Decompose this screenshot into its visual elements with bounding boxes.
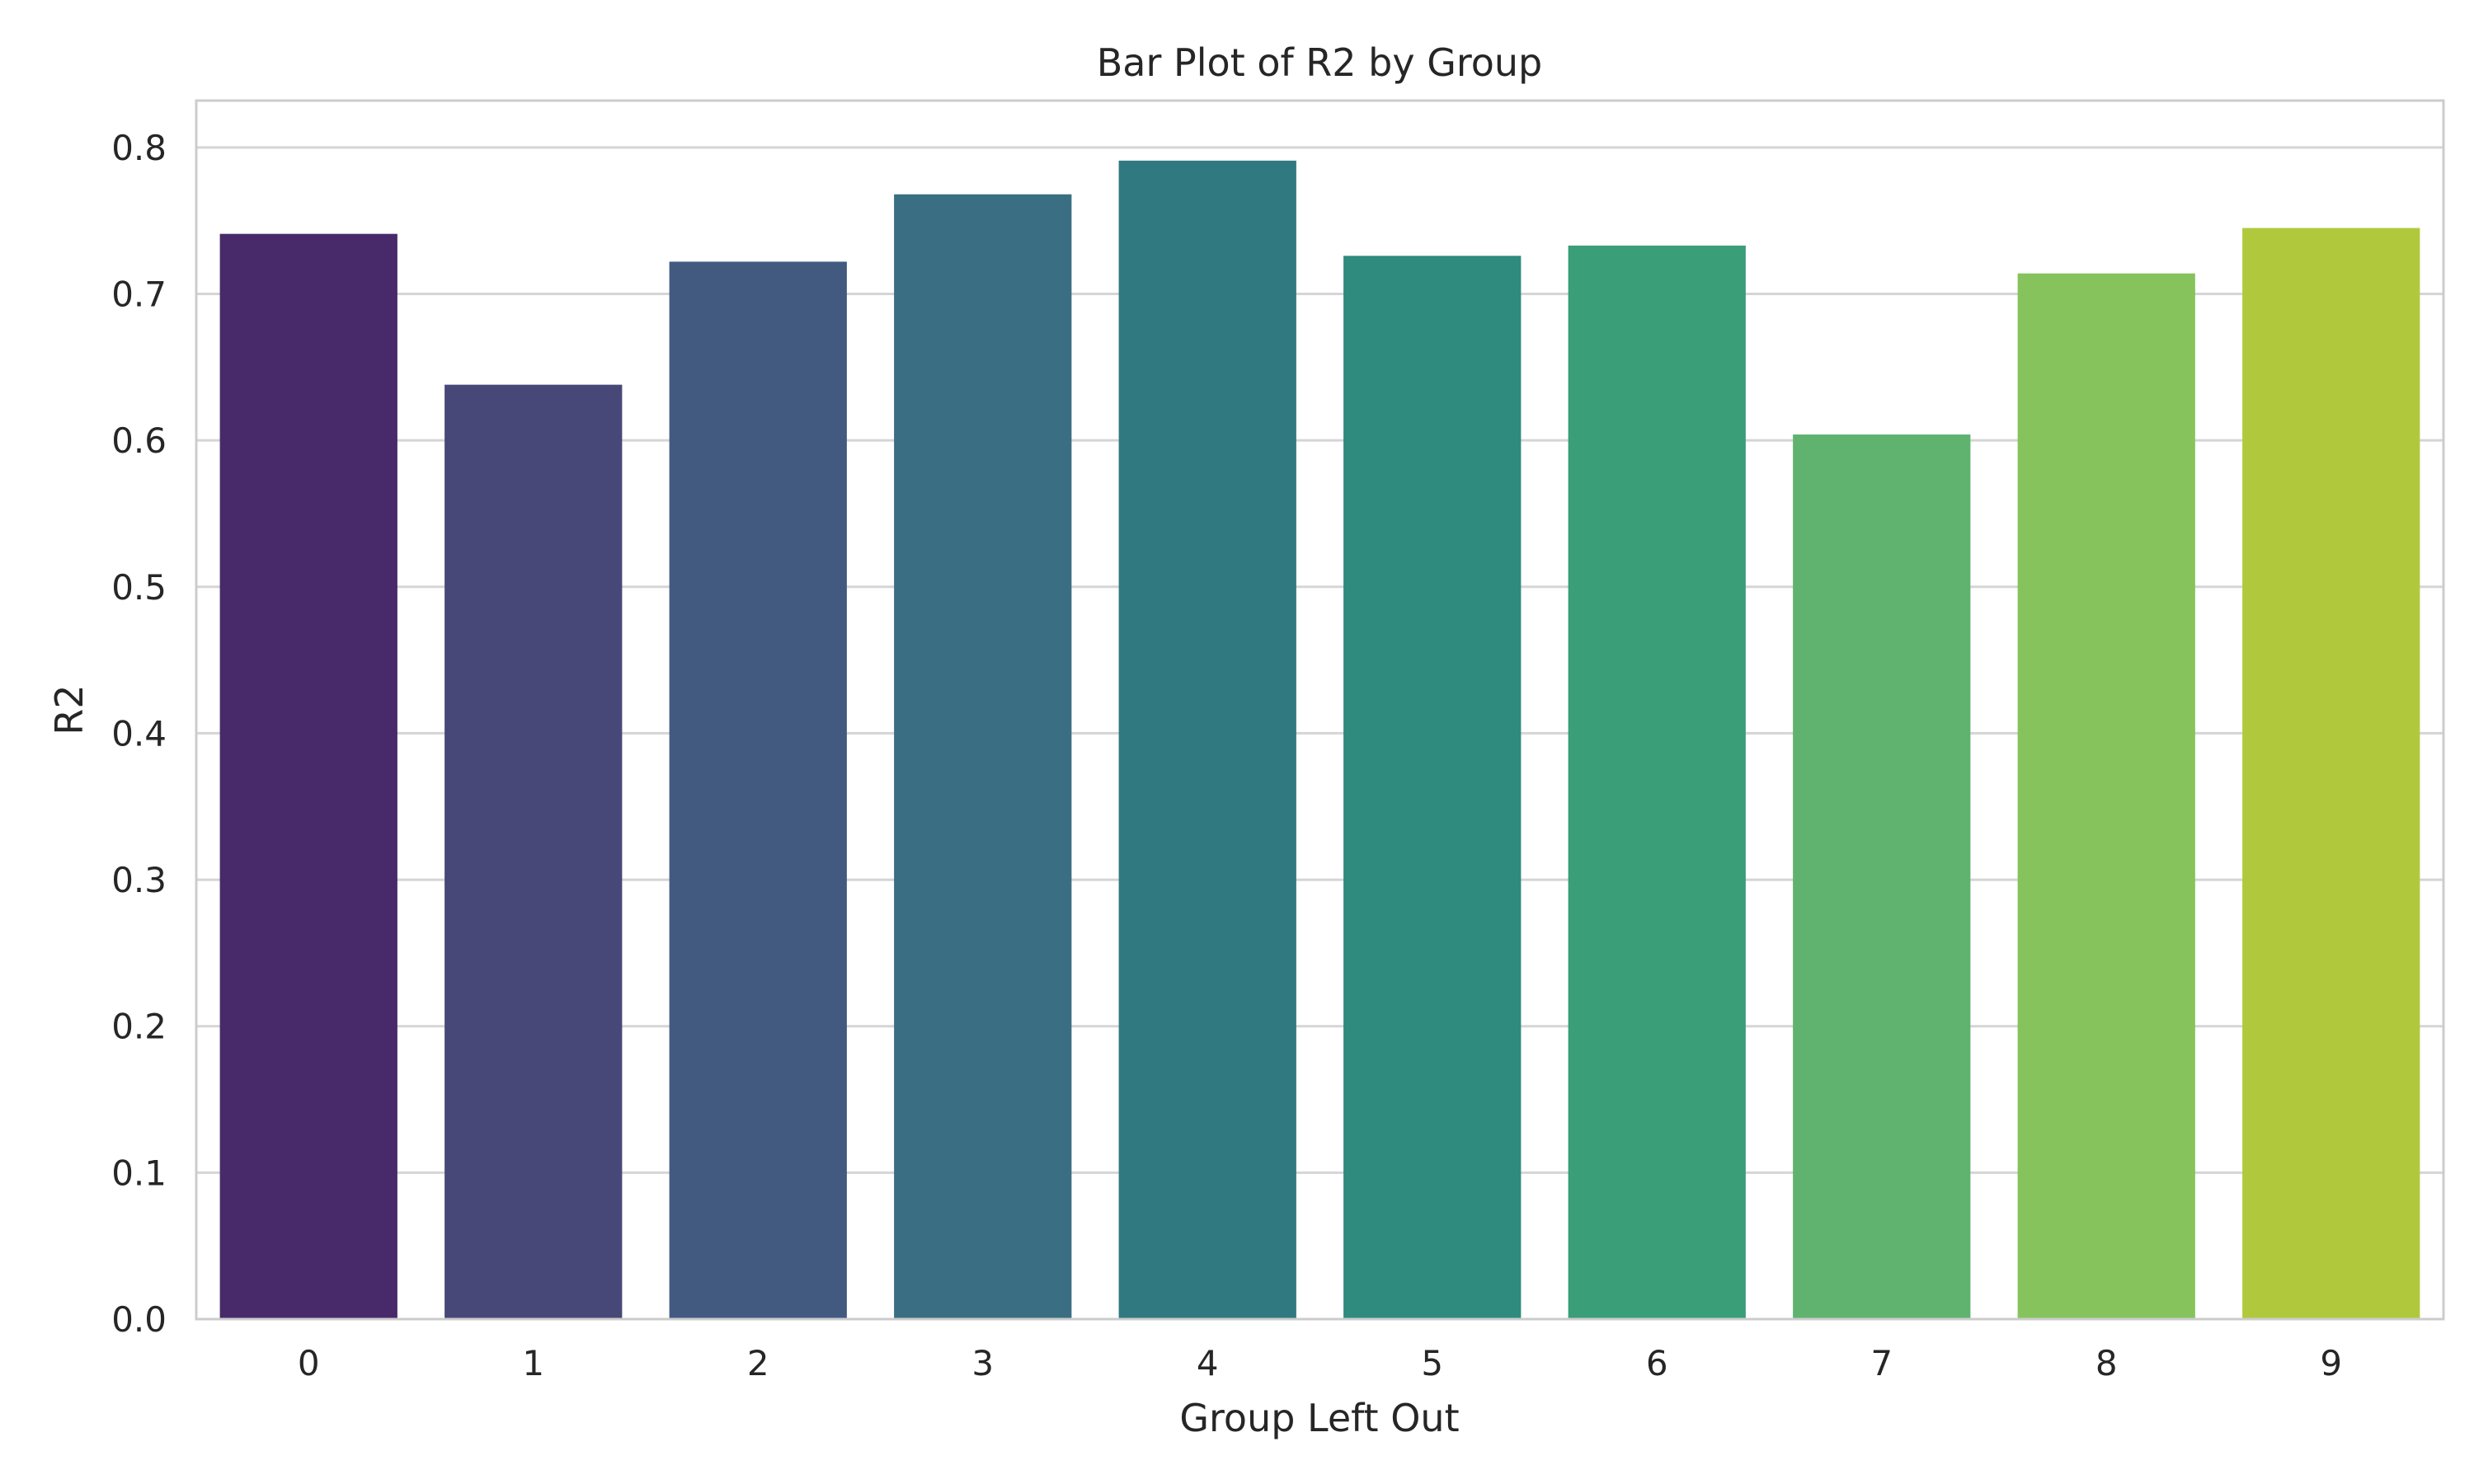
x-tick-label: 6 <box>1646 1343 1668 1383</box>
y-tick-label: 0.7 <box>111 274 167 314</box>
y-tick-label: 0.0 <box>111 1299 167 1340</box>
x-tick-label: 2 <box>747 1343 769 1383</box>
bar-group-6 <box>1568 245 1746 1319</box>
y-axis-ticks: 0.0 0.1 0.2 0.3 0.4 0.5 0.6 0.7 0.8 <box>111 128 167 1340</box>
y-tick-label: 0.1 <box>111 1153 167 1193</box>
chart-title: Bar Plot of R2 by Group <box>1097 40 1543 85</box>
x-axis-ticks: 0 1 2 3 4 5 6 7 8 9 <box>298 1343 2342 1383</box>
y-tick-label: 0.5 <box>111 567 167 608</box>
x-axis-title: Group Left Out <box>1179 1396 1459 1440</box>
bar-group-5 <box>1343 256 1522 1320</box>
x-tick-label: 1 <box>522 1343 544 1383</box>
y-tick-label: 0.2 <box>111 1007 167 1047</box>
bar-group-0 <box>219 233 397 1319</box>
x-tick-label: 4 <box>1197 1343 1219 1383</box>
x-tick-label: 3 <box>971 1343 994 1383</box>
bar-group-9 <box>2242 228 2420 1319</box>
y-axis-title: R2 <box>47 684 92 735</box>
bar-group-4 <box>1118 160 1296 1320</box>
plot-frame <box>195 99 2445 1321</box>
bar-group-7 <box>1793 434 1971 1320</box>
y-tick-label: 0.8 <box>111 128 167 168</box>
x-tick-label: 7 <box>1870 1343 1893 1383</box>
y-tick-label: 0.4 <box>111 713 167 754</box>
bar-group-2 <box>669 261 847 1319</box>
x-tick-label: 9 <box>2320 1343 2342 1383</box>
y-tick-label: 0.6 <box>111 420 167 461</box>
x-tick-label: 8 <box>2095 1343 2118 1383</box>
x-tick-label: 0 <box>298 1343 320 1383</box>
bars-layer <box>219 160 2420 1320</box>
bar-group-1 <box>444 384 623 1319</box>
bar-group-8 <box>2017 273 2195 1320</box>
x-tick-label: 5 <box>1421 1343 1443 1383</box>
bar-group-3 <box>894 194 1072 1320</box>
y-tick-label: 0.3 <box>111 860 167 900</box>
